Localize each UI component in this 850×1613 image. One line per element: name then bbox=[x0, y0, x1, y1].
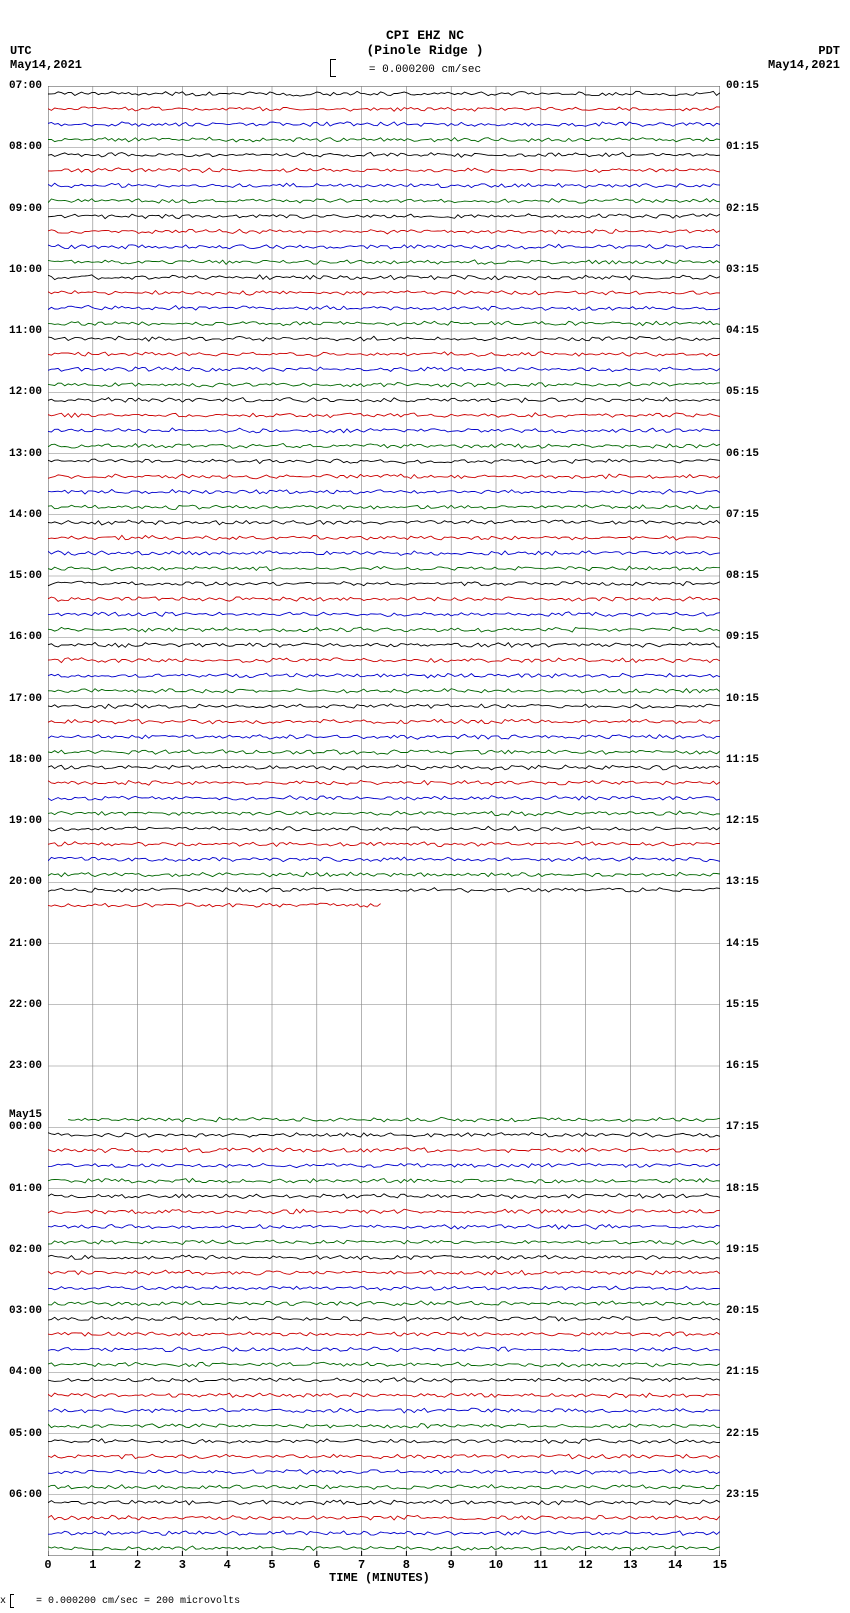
local-time-label: 09:15 bbox=[726, 631, 759, 643]
tz-right-label: PDT bbox=[768, 44, 840, 58]
x-tick-label: 1 bbox=[89, 1558, 96, 1572]
x-tick-label: 14 bbox=[668, 1558, 682, 1572]
local-time-label: 03:15 bbox=[726, 264, 759, 276]
tz-left-date: May14,2021 bbox=[10, 58, 82, 72]
x-tick-label: 15 bbox=[713, 1558, 727, 1572]
local-time-label: 15:15 bbox=[726, 999, 759, 1011]
timezone-left: UTC May14,2021 bbox=[10, 44, 82, 72]
x-tick-label: 10 bbox=[489, 1558, 503, 1572]
utc-time-label: 06:00 bbox=[9, 1489, 42, 1501]
utc-time-label: 07:00 bbox=[9, 80, 42, 92]
utc-time-label: 19:00 bbox=[9, 815, 42, 827]
utc-time-label: 23:00 bbox=[9, 1060, 42, 1072]
x-tick-label: 0 bbox=[44, 1558, 51, 1572]
seismogram-plot: 0123456789101112131415TIME (MINUTES)07:0… bbox=[48, 86, 720, 1556]
footer-prefix: x bbox=[0, 1596, 12, 1607]
utc-time-label: 00:00 bbox=[9, 1121, 42, 1133]
tz-right-date: May14,2021 bbox=[768, 58, 840, 72]
local-time-label: 01:15 bbox=[726, 141, 759, 153]
chart-title: CPI EHZ NC (Pinole Ridge ) bbox=[0, 28, 850, 58]
utc-time-label: 15:00 bbox=[9, 570, 42, 582]
utc-time-label: 14:00 bbox=[9, 509, 42, 521]
x-tick-label: 7 bbox=[358, 1558, 365, 1572]
x-tick-label: 5 bbox=[268, 1558, 275, 1572]
utc-time-label: 08:00 bbox=[9, 141, 42, 153]
local-time-label: 20:15 bbox=[726, 1305, 759, 1317]
local-time-label: 07:15 bbox=[726, 509, 759, 521]
utc-time-label: 12:00 bbox=[9, 386, 42, 398]
utc-time-label: 18:00 bbox=[9, 754, 42, 766]
local-time-label: 18:15 bbox=[726, 1183, 759, 1195]
utc-time-label: 13:00 bbox=[9, 448, 42, 460]
local-time-label: 10:15 bbox=[726, 693, 759, 705]
footer-scale: x = 0.000200 cm/sec = 200 microvolts bbox=[0, 1596, 240, 1607]
local-time-label: 08:15 bbox=[726, 570, 759, 582]
utc-time-label: 17:00 bbox=[9, 693, 42, 705]
title-line2: (Pinole Ridge ) bbox=[0, 43, 850, 58]
local-time-label: 12:15 bbox=[726, 815, 759, 827]
local-time-label: 04:15 bbox=[726, 325, 759, 337]
local-time-label: 16:15 bbox=[726, 1060, 759, 1072]
x-tick-label: 8 bbox=[403, 1558, 410, 1572]
scale-label: = 0.000200 cm/sec bbox=[0, 64, 850, 76]
utc-time-label: 22:00 bbox=[9, 999, 42, 1011]
x-tick-label: 6 bbox=[313, 1558, 320, 1572]
x-tick-label: 9 bbox=[448, 1558, 455, 1572]
utc-time-label: 04:00 bbox=[9, 1366, 42, 1378]
local-time-label: 00:15 bbox=[726, 80, 759, 92]
x-axis-label: TIME (MINUTES) bbox=[329, 1571, 430, 1585]
utc-time-label: 01:00 bbox=[9, 1183, 42, 1195]
utc-time-label: 11:00 bbox=[9, 325, 42, 337]
x-tick-label: 11 bbox=[534, 1558, 548, 1572]
x-tick-label: 12 bbox=[578, 1558, 592, 1572]
utc-time-label: 05:00 bbox=[9, 1428, 42, 1440]
seismogram-svg bbox=[48, 86, 720, 1556]
utc-time-label: 21:00 bbox=[9, 938, 42, 950]
x-tick-label: 13 bbox=[623, 1558, 637, 1572]
utc-time-label: 03:00 bbox=[9, 1305, 42, 1317]
local-time-label: 11:15 bbox=[726, 754, 759, 766]
local-time-label: 02:15 bbox=[726, 203, 759, 215]
utc-time-label: 10:00 bbox=[9, 264, 42, 276]
local-time-label: 05:15 bbox=[726, 386, 759, 398]
x-tick-label: 2 bbox=[134, 1558, 141, 1572]
utc-time-label: 02:00 bbox=[9, 1244, 42, 1256]
local-time-label: 06:15 bbox=[726, 448, 759, 460]
utc-time-label: 16:00 bbox=[9, 631, 42, 643]
utc-day-change-label: May15 bbox=[9, 1109, 42, 1121]
local-time-label: 23:15 bbox=[726, 1489, 759, 1501]
footer-text: = 0.000200 cm/sec = 200 microvolts bbox=[30, 1596, 240, 1607]
local-time-label: 14:15 bbox=[726, 938, 759, 950]
timezone-right: PDT May14,2021 bbox=[768, 44, 840, 72]
local-time-label: 13:15 bbox=[726, 876, 759, 888]
x-tick-label: 3 bbox=[179, 1558, 186, 1572]
utc-time-label: 20:00 bbox=[9, 876, 42, 888]
tz-left-label: UTC bbox=[10, 44, 82, 58]
utc-time-label: 09:00 bbox=[9, 203, 42, 215]
local-time-label: 17:15 bbox=[726, 1121, 759, 1133]
title-line1: CPI EHZ NC bbox=[0, 28, 850, 43]
local-time-label: 19:15 bbox=[726, 1244, 759, 1256]
local-time-label: 21:15 bbox=[726, 1366, 759, 1378]
local-time-label: 22:15 bbox=[726, 1428, 759, 1440]
x-tick-label: 4 bbox=[224, 1558, 231, 1572]
